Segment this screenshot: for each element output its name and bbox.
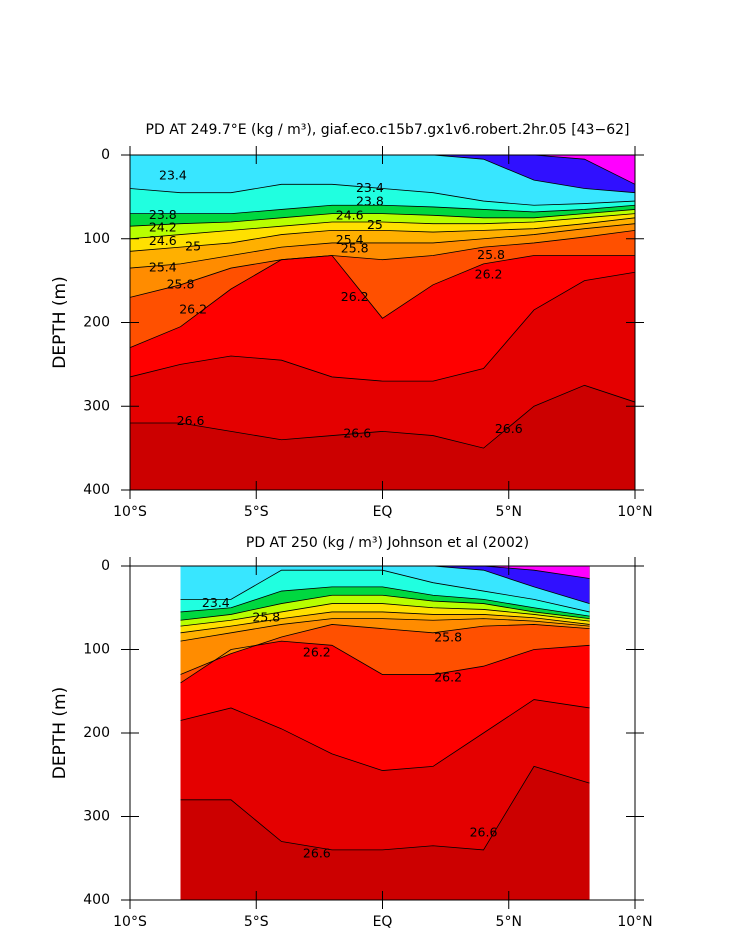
contour-label: 26.6: [343, 425, 371, 440]
contour-line: [130, 204, 636, 215]
contour-line: [180, 611, 590, 634]
x-tick-label: 10°N: [617, 914, 652, 930]
contour-label: 25.8: [434, 629, 462, 644]
y-tick-label: 0: [101, 558, 110, 574]
x-tick-label: EQ: [373, 914, 393, 930]
contour-label: 26.2: [179, 301, 207, 316]
y-tick-label: 400: [83, 482, 110, 498]
y-tick-label: 300: [83, 809, 110, 825]
contour-label: 26.2: [303, 644, 331, 659]
contour-line: [180, 699, 590, 771]
y-tick-label: 100: [83, 231, 110, 247]
y-tick-label: 100: [83, 642, 110, 658]
contour-line: [129, 271, 636, 382]
contour-line: [129, 229, 636, 298]
contour-line: [129, 213, 636, 240]
contour-label: 26.6: [470, 825, 498, 840]
x-tick-label: 5°N: [496, 504, 522, 520]
contour-line: [180, 603, 590, 627]
y-tick-label: 200: [83, 315, 110, 331]
contour-line: [180, 624, 590, 675]
contour-label: 25.4: [336, 232, 364, 247]
x-tick-label: 5°S: [244, 914, 269, 930]
x-tick-label: 10°S: [113, 914, 147, 930]
x-tick-label: 5°S: [244, 504, 269, 520]
contour-line: [129, 183, 636, 206]
contour-label: 25: [367, 217, 383, 232]
contour-band: [180, 566, 590, 579]
contour-label: 25: [185, 239, 201, 254]
contour-label: 23.8: [356, 193, 384, 208]
x-tick-label: 10°N: [617, 504, 652, 520]
x-tick-label: EQ: [373, 504, 393, 520]
contour-label: 25.8: [252, 609, 280, 624]
contour-label: 26.6: [177, 413, 205, 428]
y-tick-label: 400: [83, 892, 110, 908]
contour-label: 23.4: [356, 180, 384, 195]
contour-label: 26.2: [434, 669, 462, 684]
contour-label: 24.2: [149, 219, 177, 234]
contour-label: 26.6: [303, 846, 331, 861]
x-tick-label: 10°S: [113, 504, 147, 520]
contour-label: 26.6: [495, 421, 523, 436]
contour-band: [180, 566, 590, 612]
contour-line: [129, 255, 635, 348]
contour-label: 23.8: [149, 207, 177, 222]
contour-label: 25.8: [477, 247, 505, 262]
chart-title: PD AT 249.7°E (kg / m³), giaf.eco.c15b7.…: [146, 122, 630, 138]
y-tick-label: 300: [83, 398, 110, 414]
y-tick-label: 0: [101, 147, 110, 163]
contour-line: [180, 640, 590, 684]
chart-title: PD AT 250 (kg / m³) Johnson et al (2002): [246, 535, 529, 551]
contour-line: [129, 217, 636, 252]
contour-label: 24.6: [149, 233, 177, 248]
contour-line: [130, 384, 636, 449]
x-tick-label: 5°N: [496, 914, 522, 930]
contour-line: [129, 223, 636, 269]
y-axis-label: DEPTH (m): [50, 687, 70, 779]
y-tick-label: 200: [83, 725, 110, 741]
contour-label: 25.8: [167, 276, 195, 291]
contour-line: [180, 594, 590, 621]
contour-label: 25.8: [341, 240, 369, 255]
contour-line: [180, 618, 590, 642]
contour-label: 24.6: [336, 208, 364, 223]
contour-label: 23.4: [159, 167, 187, 182]
contour-band: [130, 155, 635, 193]
contour-label: 25.4: [149, 260, 177, 275]
contour-line: [129, 209, 636, 227]
contour-label: 26.2: [475, 266, 503, 281]
contour-line: [180, 765, 590, 851]
contour-line: [180, 586, 590, 617]
contour-band: [130, 155, 635, 185]
contour-label: 26.2: [341, 289, 369, 304]
contour-label: 23.4: [202, 595, 230, 610]
y-axis-label: DEPTH (m): [50, 276, 70, 368]
